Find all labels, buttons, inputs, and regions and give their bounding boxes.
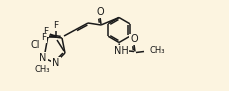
- Text: CH₃: CH₃: [149, 46, 165, 55]
- Text: Cl: Cl: [30, 40, 40, 50]
- Text: N: N: [39, 53, 46, 63]
- Text: F: F: [53, 21, 58, 30]
- Text: CH₃: CH₃: [34, 65, 49, 74]
- Text: NH: NH: [113, 46, 128, 56]
- Text: O: O: [96, 7, 103, 17]
- Text: F: F: [41, 33, 46, 42]
- Text: F: F: [43, 27, 48, 36]
- Text: N: N: [52, 58, 60, 68]
- Text: O: O: [130, 34, 137, 44]
